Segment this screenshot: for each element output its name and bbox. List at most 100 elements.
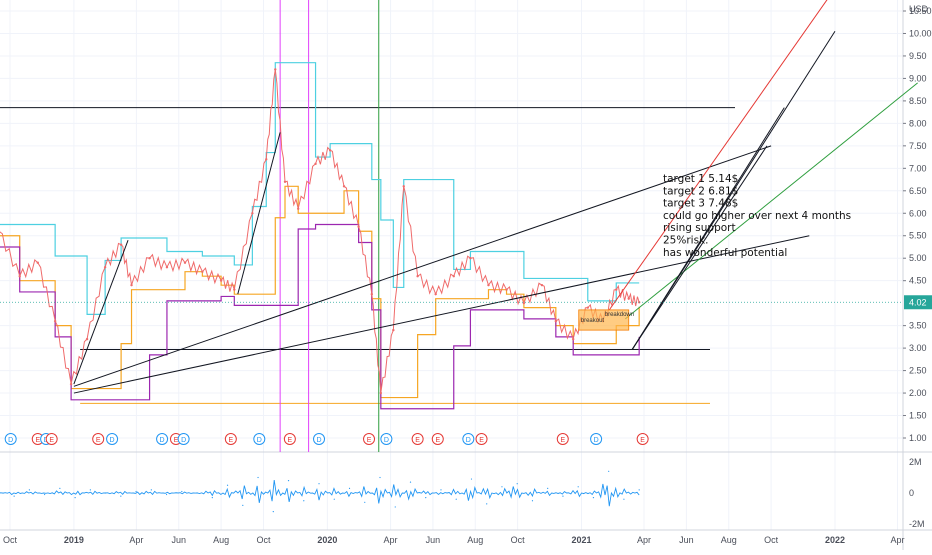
time-tick-label: Aug	[467, 535, 483, 545]
volume-point	[456, 499, 457, 500]
price-point	[392, 329, 394, 331]
price-point	[572, 338, 574, 340]
event-marker-letter: E	[479, 437, 484, 444]
volume-point	[547, 488, 548, 489]
price-point	[329, 149, 331, 151]
volume-point	[151, 489, 152, 490]
price-tick-label: 5.00	[909, 253, 927, 263]
volume-point	[257, 477, 258, 478]
volume-point	[562, 496, 563, 497]
event-marker-letter: D	[110, 437, 115, 444]
price-tick-label: 8.50	[909, 96, 927, 106]
price-point	[505, 288, 507, 290]
price-point	[403, 185, 405, 187]
volume-point	[410, 482, 411, 483]
volume-point	[212, 497, 213, 498]
time-tick-label: Apr	[637, 535, 651, 545]
annotation-line: has wonderful potential	[663, 247, 787, 259]
price-point	[487, 284, 489, 286]
price-point	[541, 284, 543, 286]
volume-point	[379, 477, 380, 478]
volume-tick-label: 2M	[909, 457, 922, 467]
price-tick-label: 1.00	[909, 433, 927, 443]
price-point	[469, 257, 471, 259]
price-point	[628, 297, 630, 299]
event-marker-letter: D	[257, 437, 262, 444]
event-marker-letter: E	[640, 437, 645, 444]
annotation-line: target 2 6.81$	[663, 185, 738, 197]
volume-point	[105, 492, 106, 493]
price-point	[130, 284, 132, 286]
price-point	[587, 306, 589, 308]
event-marker-letter: E	[415, 437, 420, 444]
event-marker-letter: E	[288, 437, 293, 444]
time-tick-label: 2022	[825, 535, 845, 545]
price-point	[86, 338, 88, 340]
volume-point	[440, 489, 441, 490]
volume-point	[181, 491, 182, 492]
event-marker-letter: E	[367, 437, 372, 444]
price-point	[184, 262, 186, 264]
price-point	[523, 302, 525, 304]
price-tick-label: 2.50	[909, 366, 927, 376]
volume-point	[196, 492, 197, 493]
volume-point	[334, 499, 335, 500]
time-tick-label: 2019	[64, 535, 84, 545]
volume-point	[501, 486, 502, 487]
price-tick-label: 1.50	[909, 411, 927, 421]
breakdown-label: breakdown	[605, 312, 634, 318]
annotation-line: 25%risk.	[663, 235, 708, 247]
price-point	[297, 208, 299, 210]
event-marker-letter: D	[466, 437, 471, 444]
time-tick-label: Apr	[129, 535, 143, 545]
price-point	[555, 320, 557, 322]
volume-point	[349, 488, 350, 489]
event-marker-letter: E	[35, 437, 40, 444]
price-tick-label: 4.50	[909, 276, 927, 286]
time-tick-label: 2020	[317, 535, 337, 545]
price-tick-label: 8.00	[909, 118, 927, 128]
time-tick-label: Apr	[384, 535, 398, 545]
volume-point	[425, 497, 426, 498]
price-point	[453, 275, 455, 277]
volume-point	[623, 499, 624, 500]
event-marker-letter: D	[8, 437, 13, 444]
volume-point	[90, 489, 91, 490]
annotation-line: could go higher over next 4 months	[663, 210, 851, 222]
event-marker-letter: D	[594, 437, 599, 444]
price-point	[274, 68, 276, 70]
annotation-line: target 3 7.48$	[663, 198, 738, 210]
annotation-line: target 1 5.14$	[663, 173, 738, 185]
event-marker-letter: E	[435, 437, 440, 444]
price-point	[314, 163, 316, 165]
time-tick-label: Oct	[764, 535, 779, 545]
price-point	[251, 212, 253, 214]
volume-point	[395, 506, 396, 507]
volume-point	[639, 489, 640, 490]
event-marker-letter: D	[316, 437, 321, 444]
price-tick-label: 6.00	[909, 208, 927, 218]
event-marker-letter: E	[96, 437, 101, 444]
volume-point	[578, 486, 579, 487]
volume-point	[303, 500, 304, 501]
volume-point	[532, 500, 533, 501]
price-point	[233, 288, 235, 290]
price-point	[19, 275, 21, 277]
volume-point	[29, 489, 30, 490]
price-tick-label: 7.00	[909, 163, 927, 173]
price-tick-label: 7.50	[909, 141, 927, 151]
price-point	[343, 185, 345, 187]
price-tick-label: 2.00	[909, 388, 927, 398]
price-point	[201, 270, 203, 272]
time-tick-label: Aug	[213, 535, 229, 545]
annotation-line: rising support	[663, 222, 736, 234]
price-tick-label: 10.00	[909, 28, 932, 38]
volume-point	[14, 496, 15, 497]
volume-point	[227, 485, 228, 486]
volume-point	[517, 483, 518, 484]
price-tick-label: 3.00	[909, 343, 927, 353]
event-marker-letter: E	[49, 437, 54, 444]
